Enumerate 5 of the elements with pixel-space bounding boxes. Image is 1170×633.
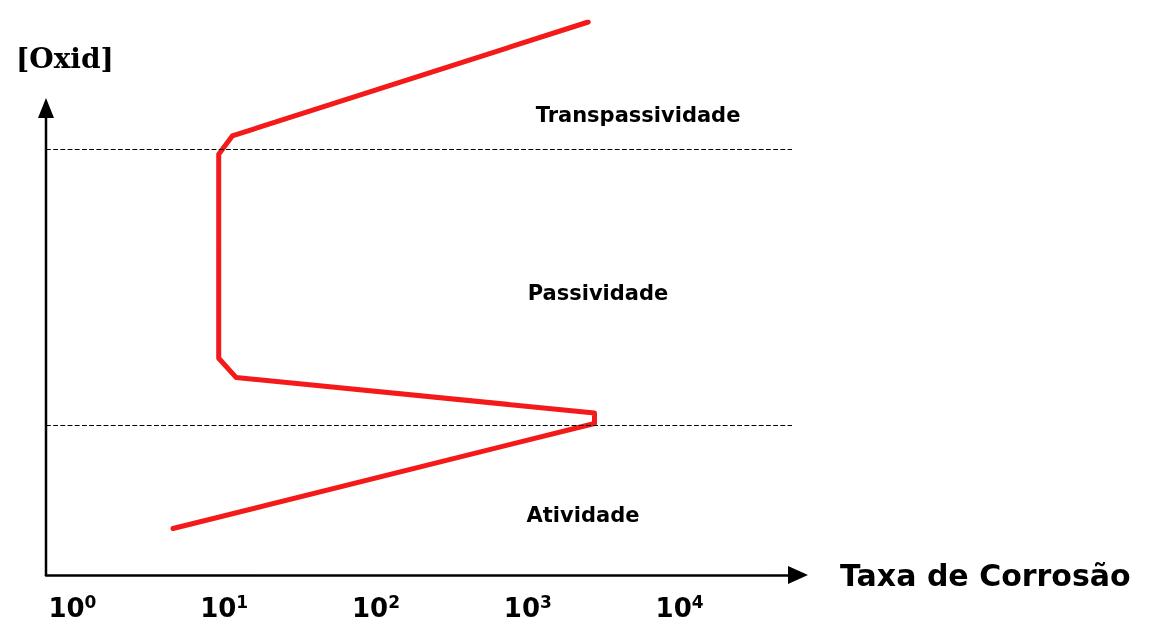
annotation: Atividade bbox=[526, 503, 640, 527]
y-axis-title: [Oxid] bbox=[16, 41, 114, 75]
x-axis-title: Taxa de Corrosão bbox=[840, 557, 1131, 593]
annotation: Passividade bbox=[527, 281, 669, 305]
annotation: Transpassividade bbox=[535, 103, 741, 127]
